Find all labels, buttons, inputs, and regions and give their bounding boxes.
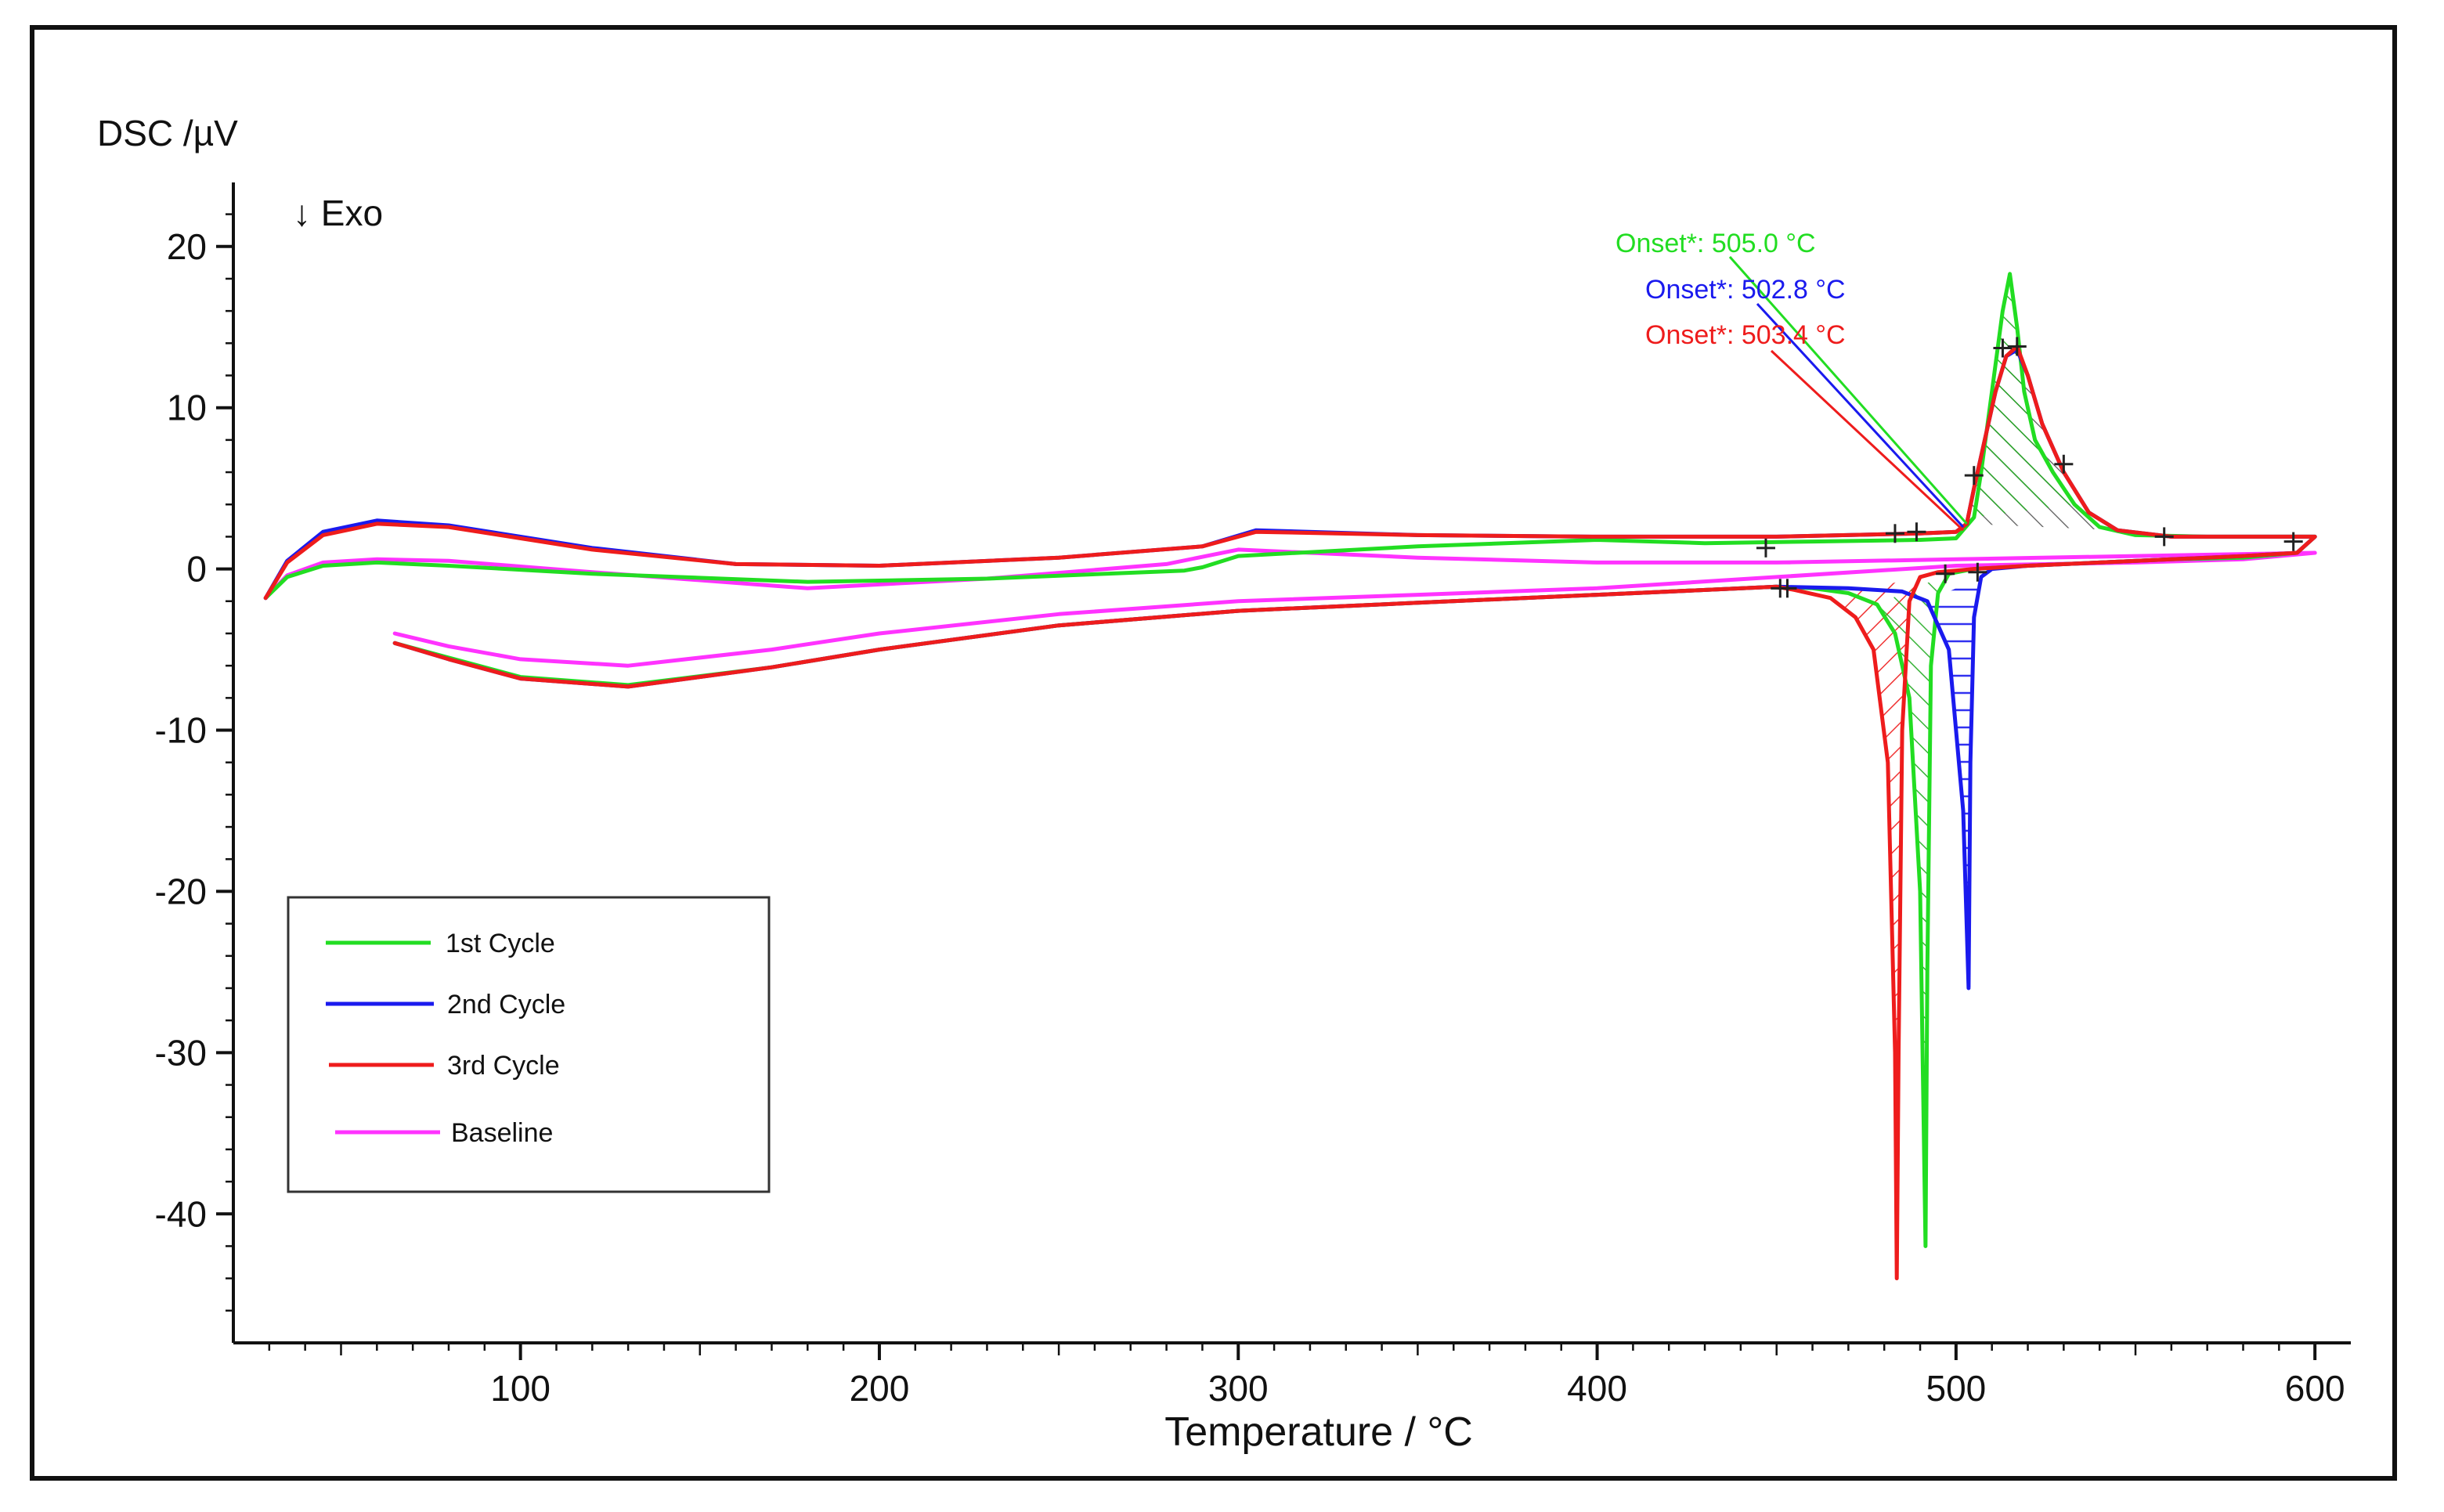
peak-area-cooling-1st <box>1877 573 1949 1247</box>
y-tick-label: 0 <box>186 549 207 590</box>
y-tick-label: 20 <box>167 226 207 267</box>
y-tick-label: -40 <box>155 1193 207 1234</box>
exo-annotation: ↓ Exo <box>293 193 383 233</box>
y-tick-label: 10 <box>167 388 207 428</box>
x-tick-label: 100 <box>490 1368 551 1409</box>
dsc-chart: DSC /µV ↓ Exo Temperature / °C 20100-10-… <box>97 113 2351 1455</box>
legend-label-1st: 1st Cycle <box>446 929 555 958</box>
onset-label: Onset*: 503.4 °C <box>1645 320 1846 350</box>
series-layer <box>263 272 2317 1281</box>
y-tick-label: -10 <box>155 710 207 751</box>
x-tick-label: 600 <box>2285 1368 2345 1409</box>
peak-areas <box>1830 273 2118 1279</box>
onset-leader-line <box>1728 256 1968 525</box>
peak-area-cooling-3rd <box>1830 572 1938 1279</box>
figure-frame: DSC /µV ↓ Exo Temperature / °C 20 10 0 -10-… <box>30 25 2397 1481</box>
y-tick-label: -30 <box>155 1032 207 1073</box>
legend-label-3rd: 3rd Cycle <box>447 1051 560 1081</box>
onset-leader-line <box>1756 302 1965 529</box>
x-tick-label: 300 <box>1208 1368 1269 1409</box>
x-tick-label: 500 <box>1926 1368 1986 1409</box>
onset-label: Onset*: 502.8 °C <box>1645 275 1846 305</box>
legend-label-2nd: 2nd Cycle <box>447 990 565 1019</box>
series-line-3rd-cycle <box>263 344 2317 1281</box>
x-tick-label: 400 <box>1567 1368 1627 1409</box>
legend-box <box>287 896 771 1193</box>
onset-annotations: Onset*: 505.0 °C Onset*: 502.8 °C Onset*: … <box>1615 229 1968 532</box>
legend-label-baseline: Baseline <box>451 1118 553 1148</box>
x-axis-label: Temperature / °C <box>1164 1409 1473 1455</box>
series-line-baseline <box>263 547 2317 668</box>
legend: 1st Cycle 2nd Cycle 3rd Cycle Baseline <box>287 896 771 1193</box>
onset-leader-line <box>1770 349 1965 532</box>
x-tick-label: 200 <box>850 1368 910 1409</box>
y-axis-label: DSC /µV <box>97 113 238 153</box>
onset-label: Onset*: 505.0 °C <box>1615 229 1816 258</box>
y-tick-label: -20 <box>155 871 207 911</box>
